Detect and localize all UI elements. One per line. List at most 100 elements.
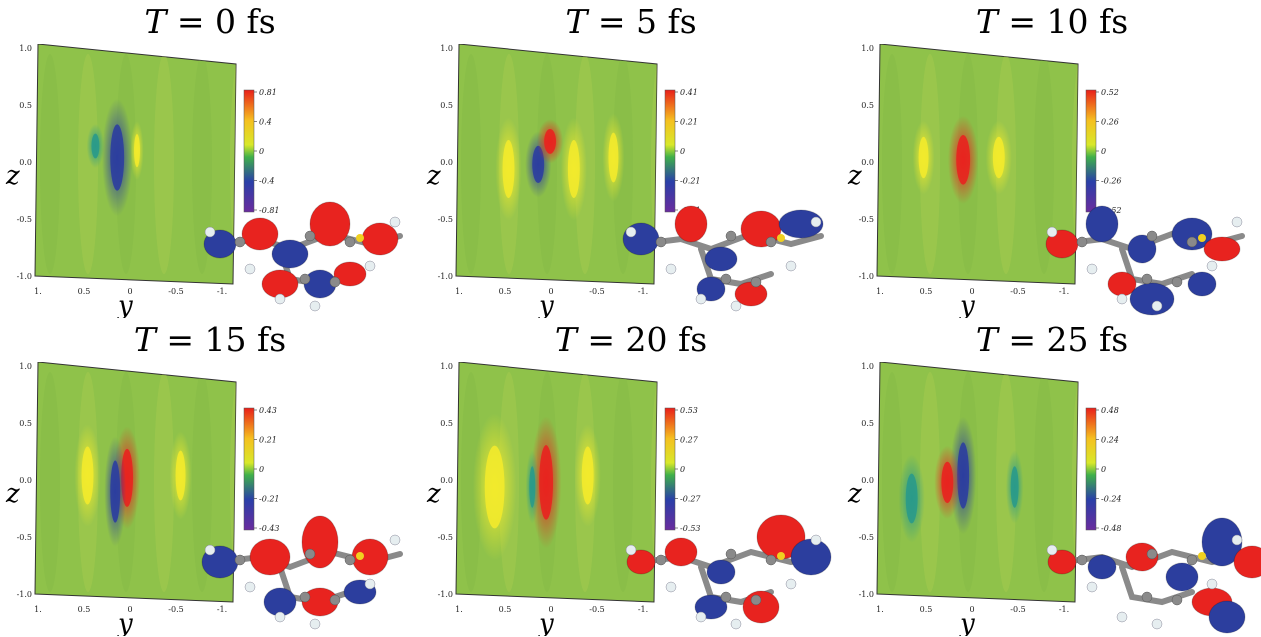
- y-tick-label: 0.5: [78, 287, 91, 296]
- orbital-lobe: [1085, 205, 1119, 243]
- hydrogen-atom: [389, 216, 401, 228]
- field-lobe-core: [484, 445, 505, 529]
- y-tick-label: 0.5: [920, 605, 933, 614]
- hydrogen-atom: [364, 578, 376, 590]
- snapshot-figure: 1.0 0.5 0.0 -0.5 -1.01. 0.5 0 -0.5 -1. z y 0.43 0.21…: [5, 362, 403, 636]
- field-lobe-core: [529, 466, 536, 508]
- y-tick-label: 0: [548, 287, 553, 296]
- snapshot-figure: 1.0 0.5 0.0 -0.5 -1.01. 0.5 0 -0.5 -1. z y 0.53 0.27…: [426, 362, 832, 636]
- molecule: [203, 201, 403, 312]
- y-tick-label: -1.: [217, 287, 227, 296]
- z-tick-label: -1.0: [859, 590, 874, 599]
- y-tick-label: -1.: [1059, 605, 1069, 614]
- z-tick-label: 0.5: [19, 419, 32, 428]
- z-axis-label: z: [426, 479, 441, 509]
- y-tick-label: -0.5: [168, 287, 183, 296]
- z-tick-label: -1.0: [17, 272, 32, 281]
- z-tick-label: 0.0: [19, 476, 32, 485]
- colorbar-tick-label: 0: [259, 147, 264, 156]
- colorbar-tick-label: 0: [1101, 147, 1106, 156]
- field-lobe-core: [1010, 466, 1019, 508]
- panel-title: T = 10 fs: [842, 2, 1261, 41]
- field-lobe-core: [567, 140, 580, 198]
- orbital-lobe: [704, 246, 738, 272]
- colorbar: [243, 407, 255, 531]
- hydrogen-atom: [730, 618, 742, 630]
- orbital-lobe: [1208, 600, 1246, 634]
- y-tick-label: 1.: [876, 605, 884, 614]
- y-tick-label: 0: [969, 605, 974, 614]
- colorbar-tick-label: -0.27: [680, 495, 701, 504]
- y-axis-label: y: [117, 291, 133, 318]
- hydrogen-atom: [665, 263, 677, 275]
- carbon-atom: [720, 273, 732, 285]
- colorbar-tick-label: -0.48: [1101, 524, 1122, 533]
- hydrogen-atom: [274, 611, 286, 623]
- snapshot-panel: T = 20 fs 1.0 0.5 0.0 -0.5 -1.0 1. 0.5 0 -0.5 -1. z…: [421, 318, 841, 636]
- field-lobe-core: [110, 460, 121, 523]
- carbon-atom: [304, 230, 316, 242]
- hydrogen-atom: [810, 216, 822, 228]
- y-tick-label: -1.: [1059, 287, 1069, 296]
- carbon-atom: [299, 591, 311, 603]
- y-tick-label: -1.: [638, 605, 648, 614]
- carbon-atom: [1141, 591, 1153, 603]
- colorbar-tick-label: -0.43: [259, 524, 280, 533]
- colorbar-tick-label: 0.53: [680, 406, 698, 415]
- time-variable: T: [133, 320, 156, 359]
- z-tick-label: -0.5: [859, 533, 874, 542]
- field-lobe-core: [956, 134, 971, 185]
- molecule: [1045, 205, 1245, 316]
- hydrogen-atom: [810, 534, 822, 546]
- colorbar-tick-label: -0.24: [1101, 495, 1122, 504]
- orbital-lobe: [742, 590, 780, 624]
- carbon-atom: [655, 554, 667, 566]
- time-variable: T: [554, 320, 577, 359]
- carbon-atom: [1076, 236, 1088, 248]
- z-axis-label: z: [847, 479, 862, 509]
- panel-title: T = 25 fs: [842, 320, 1261, 359]
- molecule: [1046, 517, 1261, 634]
- orbital-lobe: [271, 239, 309, 269]
- y-tick-label: 1.: [876, 287, 884, 296]
- y-tick-label: 0.5: [499, 605, 512, 614]
- colorbar-tick-label: 0.81: [259, 88, 277, 97]
- colorbar-tick-label: 0.21: [680, 118, 698, 127]
- y-axis-label: y: [959, 609, 975, 636]
- hydrogen-atom: [1116, 293, 1128, 305]
- colorbar-tick-label: 0: [259, 465, 264, 474]
- y-tick-label: 0: [127, 287, 132, 296]
- field-lobe-core: [957, 442, 970, 509]
- colorbar-tick-label: -0.21: [259, 495, 280, 504]
- heatmap-field: [461, 372, 657, 592]
- z-tick-label: -1.0: [438, 272, 453, 281]
- snapshot-panel: T = 0 fs 1.0 0.5 0.0 -0.5 -1.0 1. 0.5 0 -0.5 -1. z y…: [0, 0, 420, 318]
- hydrogen-atom: [389, 534, 401, 546]
- carbon-atom: [1076, 554, 1088, 566]
- z-tick-label: 0.5: [861, 419, 874, 428]
- sulfur-atom: [1198, 234, 1206, 242]
- orbital-lobe: [333, 261, 367, 287]
- z-tick-label: 1.0: [861, 362, 874, 371]
- z-tick-label: 0.5: [440, 419, 453, 428]
- carbon-atom: [344, 554, 356, 566]
- y-tick-label: 1.: [34, 287, 42, 296]
- heatmap-field: [40, 54, 236, 274]
- z-tick-label: 1.0: [861, 44, 874, 53]
- colorbar: [664, 89, 676, 213]
- field-lobe-core: [175, 450, 186, 501]
- z-tick-label: 1.0: [19, 44, 32, 53]
- colorbar: [664, 407, 676, 531]
- carbon-atom: [750, 276, 762, 288]
- z-tick-label: 0.5: [440, 101, 453, 110]
- z-tick-label: -0.5: [859, 215, 874, 224]
- orbital-lobe: [1047, 549, 1077, 575]
- z-tick-label: 0.0: [19, 158, 32, 167]
- hydrogen-atom: [309, 300, 321, 312]
- y-axis-label: y: [538, 609, 554, 636]
- hydrogen-atom: [695, 611, 707, 623]
- sulfur-atom: [356, 552, 364, 560]
- field-lobe-core: [608, 132, 619, 183]
- colorbar-tick-label: 0.27: [680, 436, 699, 445]
- field-lobe-core: [91, 133, 100, 159]
